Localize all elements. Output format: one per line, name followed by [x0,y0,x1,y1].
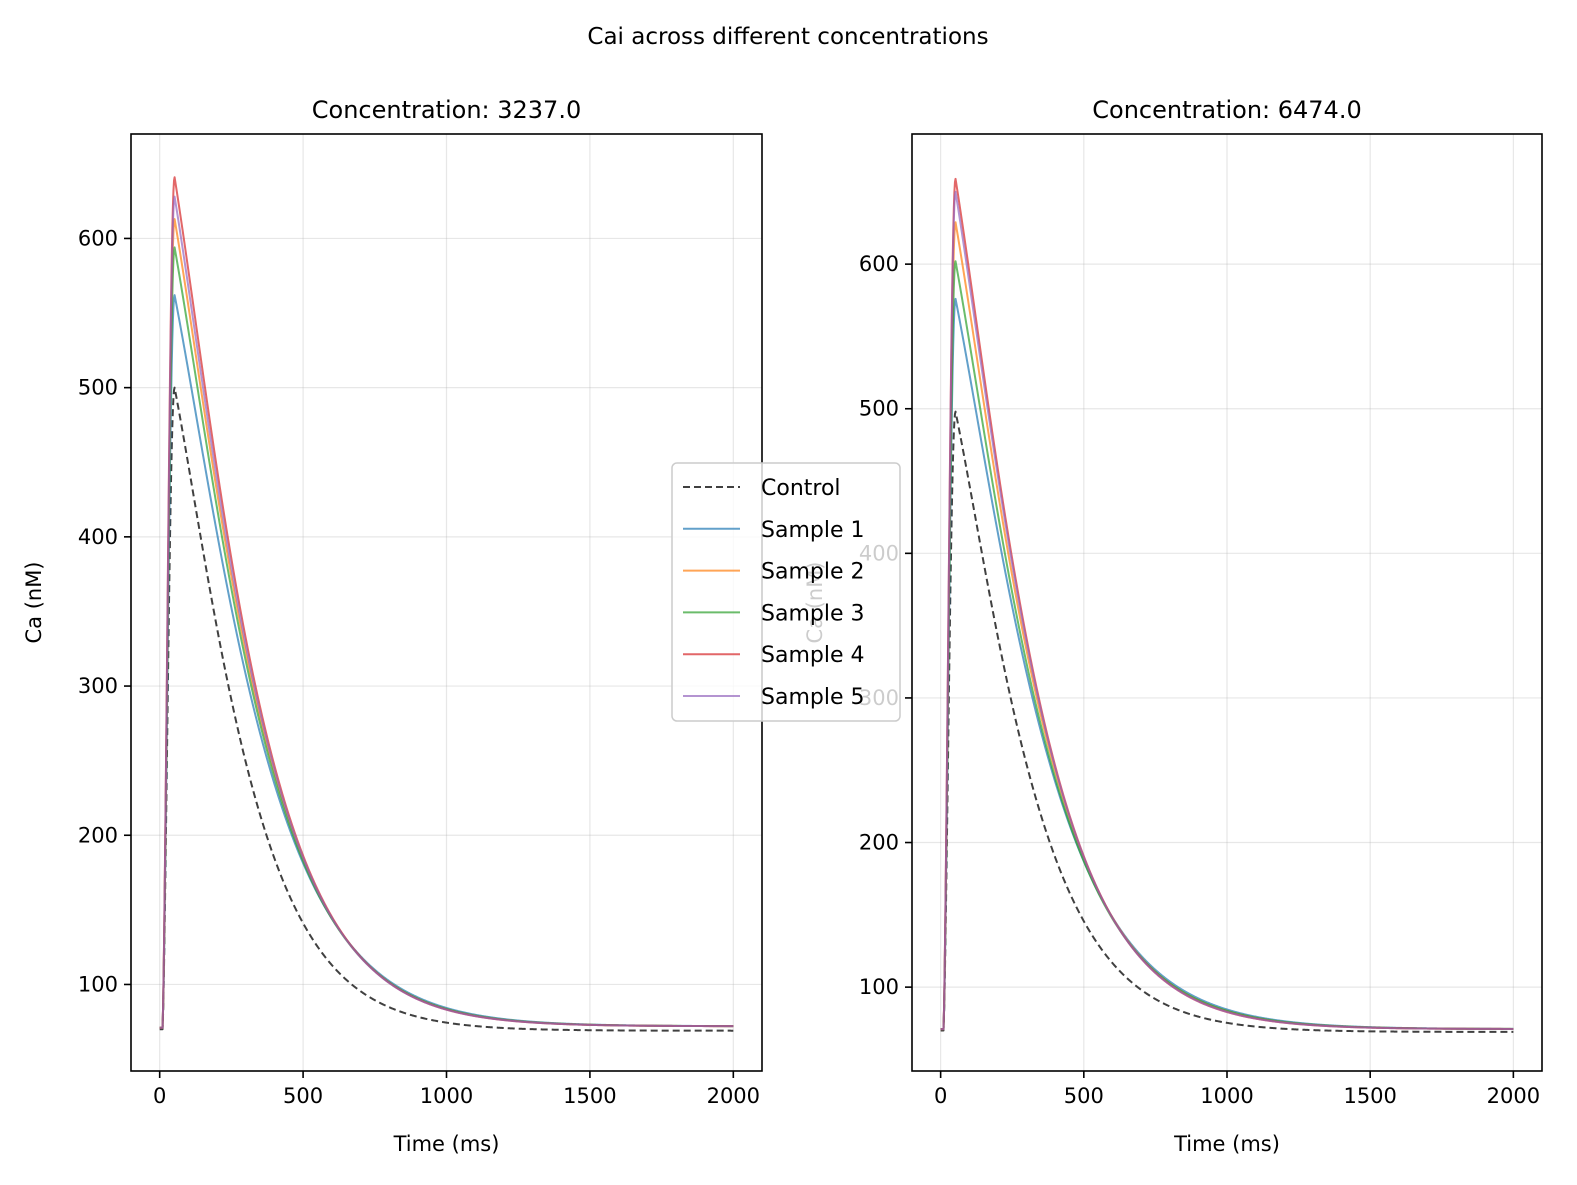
y-tick-label: 200 [78,823,118,847]
y-tick-label: 600 [859,252,899,276]
x-tick-label: 500 [283,1084,323,1108]
figure-title: Cai across different concentrations [587,24,988,50]
x-tick-label: 500 [1064,1084,1104,1108]
legend-label: Control [761,476,841,501]
subplot-title: Concentration: 6474.0 [1092,96,1361,124]
legend-label: Sample 3 [761,601,864,626]
legend-label: Sample 5 [761,685,864,710]
y-tick-label: 100 [78,972,118,996]
legend-box [671,462,901,722]
x-tick-label: 1500 [1343,1084,1396,1108]
subplot-title: Concentration: 3237.0 [312,96,581,124]
series-line-sample-5 [940,190,1514,1031]
y-tick-label: 200 [859,831,899,855]
y-tick-label: 100 [859,975,899,999]
legend-label: Sample 4 [761,643,864,668]
subplot-2: 0500100015002000100200300400500600Concen… [803,96,1543,1156]
series-line-control [940,410,1514,1033]
x-tick-label: 2000 [707,1084,760,1108]
y-tick-label: 500 [78,376,118,400]
x-tick-label: 2000 [1487,1084,1540,1108]
series-line-control [159,386,734,1032]
x-tick-label: 1500 [563,1084,616,1108]
y-tick-label: 300 [78,674,118,698]
legend-label: Sample 1 [761,518,864,543]
x-tick-label: 0 [934,1084,947,1108]
y-tick-label: 500 [859,397,899,421]
x-tick-label: 1000 [1200,1084,1253,1108]
y-axis-label: Ca (nM) [22,561,46,643]
legend: Control Sample 1 Sample 2 Sample 3 Sample 4 S… [671,462,901,722]
x-tick-label: 0 [153,1084,166,1108]
series-line-sample-5 [159,195,734,1029]
y-tick-label: 600 [78,226,118,250]
x-axis-label: Time (ms) [393,1132,500,1156]
y-tick-label: 400 [78,525,118,549]
x-tick-label: 1000 [420,1084,473,1108]
legend-label: Sample 2 [761,560,864,585]
subplot-1: 0 500 1000 1500 2000 100 200 300 400 500 600 Concen… [22,96,763,1156]
x-axis-label: Time (ms) [1173,1132,1280,1156]
